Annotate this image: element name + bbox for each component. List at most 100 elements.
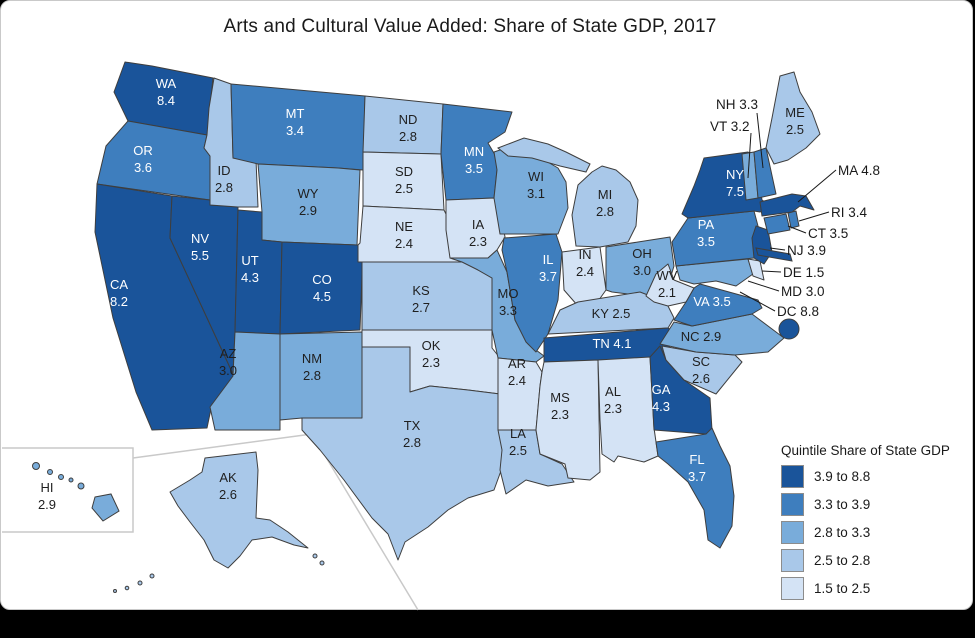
callout-line-vt — [747, 132, 752, 179]
state-shape-ri — [787, 210, 800, 229]
state-label-nm: NM 2.8 — [302, 351, 322, 383]
state-label-tn: TN 4.1 — [592, 336, 631, 351]
state-piece-hi — [47, 469, 53, 475]
state-shape-co — [279, 241, 364, 335]
state-label-ne: NE 2.4 — [395, 219, 413, 251]
state-piece-ak — [312, 553, 318, 559]
state-piece-hi — [58, 474, 64, 480]
state-label-wa: WA 8.4 — [156, 76, 177, 108]
inset-frame-line — [311, 433, 419, 611]
state-label-nv: NV 5.5 — [191, 231, 209, 263]
callout-label-ma: MA 4.8 — [838, 163, 880, 178]
callout-label-ct: CT 3.5 — [808, 226, 848, 241]
state-piece-hi — [91, 493, 120, 522]
legend-item-4: 2.5 to 2.8 — [781, 549, 973, 572]
state-shape-ak — [169, 451, 309, 569]
callout-label-nj: NJ 3.9 — [787, 243, 826, 258]
legend-label-1: 3.9 to 8.8 — [814, 469, 871, 484]
state-shape-fl — [655, 427, 735, 549]
state-shape-ma — [759, 193, 815, 217]
state-shape-mo — [449, 249, 545, 363]
state-label-ky: KY 2.5 — [592, 306, 631, 321]
state-label-id: ID 2.8 — [215, 163, 233, 195]
state-shape-il — [501, 233, 563, 353]
state-label-sc: SC 2.6 — [692, 354, 710, 386]
state-label-mi: MI 2.8 — [596, 187, 614, 219]
state-label-ut: UT 4.3 — [241, 253, 259, 285]
state-label-mo: MO 3.3 — [498, 286, 519, 318]
callout-line-dc — [739, 291, 776, 312]
state-label-in: IN 2.4 — [576, 247, 594, 279]
state-label-ny: NY 7.5 — [726, 167, 744, 199]
state-piece-hi — [68, 477, 74, 483]
state-piece-hi — [32, 462, 40, 470]
callout-label-md: MD 3.0 — [781, 284, 825, 299]
callout-line-md — [747, 280, 780, 292]
state-shape-tx — [301, 346, 503, 561]
state-label-va: VA 3.5 — [693, 294, 730, 309]
state-label-tx: TX 2.8 — [403, 418, 421, 450]
legend-item-2: 3.3 to 3.9 — [781, 493, 973, 516]
state-shape-nh — [753, 147, 777, 199]
callout-line-ma — [797, 169, 837, 203]
state-piece-ak — [113, 589, 117, 593]
state-shape-wv — [645, 263, 695, 307]
state-label-sd: SD 2.5 — [395, 164, 413, 196]
callout-line-ri — [798, 211, 830, 222]
state-label-ia: IA 2.3 — [469, 217, 487, 249]
state-piece-ny — [755, 247, 793, 262]
state-label-or: OR 3.6 — [133, 143, 153, 175]
state-shape-ga — [649, 345, 713, 435]
state-shape-dc — [778, 318, 800, 340]
state-label-fl: FL 3.7 — [688, 452, 706, 484]
state-shape-va — [673, 283, 763, 327]
callout-label-de: DE 1.5 — [783, 265, 824, 280]
callout-line-nh — [756, 112, 764, 169]
state-label-me: ME 2.5 — [785, 105, 805, 137]
state-label-il: IL 3.7 — [539, 252, 557, 284]
state-piece-ak — [124, 585, 130, 591]
state-shape-me — [765, 71, 821, 165]
state-label-ak: AK 2.6 — [219, 470, 237, 502]
state-label-ar: AR 2.4 — [508, 356, 526, 388]
callout-line-nj — [769, 247, 786, 251]
callout-line-de — [761, 270, 782, 273]
state-shape-ms — [535, 359, 601, 481]
state-label-nd: ND 2.8 — [399, 112, 418, 144]
state-piece-ak — [137, 580, 143, 586]
legend-items: 3.9 to 8.8 3.3 to 3.9 2.8 to 3.3 2.5 to 2.8… — [781, 465, 973, 600]
state-label-az: AZ 3.0 — [219, 346, 237, 378]
state-label-hi: HI 2.9 — [38, 480, 56, 512]
state-label-mt: MT 3.4 — [286, 106, 305, 138]
legend-swatch-5 — [781, 577, 804, 600]
state-label-co: CO 4.5 — [312, 272, 332, 304]
state-piece-ak — [149, 573, 155, 579]
state-label-ms: MS 2.3 — [550, 390, 570, 422]
state-label-oh: OH 3.0 — [632, 246, 652, 278]
bottom-letterbox — [0, 612, 975, 638]
state-label-al: AL 2.3 — [604, 384, 622, 416]
callout-label-nh: NH 3.3 — [716, 97, 758, 112]
state-label-ok: OK 2.3 — [422, 338, 441, 370]
state-label-ga: GA 4.3 — [652, 382, 671, 414]
inset-frame-line — [2, 447, 134, 533]
state-label-wv: WV 2.1 — [657, 268, 678, 300]
legend-item-3: 2.8 to 3.3 — [781, 521, 973, 544]
us-choropleth-map: WA 8.4 OR 3.6 CA 8.2 NV 5.5 ID 2.8 MT 3.4 WY 2.9 UT 4.3… — [2, 61, 880, 611]
legend-label-4: 2.5 to 2.8 — [814, 553, 871, 568]
inset-frame-line — [132, 433, 313, 459]
state-label-wy: WY 2.9 — [298, 186, 319, 218]
state-piece-hi — [77, 482, 85, 490]
legend-item-1: 3.9 to 8.8 — [781, 465, 973, 488]
state-piece-ak — [319, 560, 325, 566]
state-piece-mi — [497, 137, 591, 173]
legend-title: Quintile Share of State GDP — [781, 443, 950, 458]
state-shape-pa — [671, 210, 765, 267]
state-label-ca: CA 8.2 — [110, 277, 128, 309]
legend-swatch-4 — [781, 549, 804, 572]
state-label-la: LA 2.5 — [509, 426, 527, 458]
state-label-pa: PA 3.5 — [697, 217, 715, 249]
state-label-mn: MN 3.5 — [464, 144, 484, 176]
state-shape-ct — [763, 213, 791, 235]
